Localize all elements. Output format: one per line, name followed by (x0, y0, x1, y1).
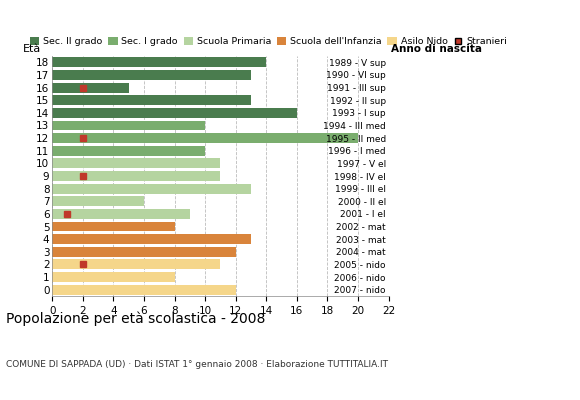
Bar (52, 57, 266, 67)
Bar (52, 158, 220, 168)
Bar (52, 171, 220, 181)
Bar (52, 83, 129, 92)
Bar (52, 70, 251, 80)
Bar (52, 247, 235, 257)
Bar (52, 95, 251, 105)
Bar (52, 146, 205, 156)
Text: Età: Età (23, 44, 41, 54)
Bar (52, 260, 220, 269)
Bar (52, 108, 297, 118)
Bar (52, 285, 235, 295)
Bar (52, 209, 190, 219)
Bar (52, 133, 358, 143)
Bar (52, 120, 205, 130)
Bar (52, 272, 175, 282)
Text: Popolazione per età scolastica - 2008: Popolazione per età scolastica - 2008 (6, 312, 265, 326)
Text: COMUNE DI SAPPADA (UD) · Dati ISTAT 1° gennaio 2008 · Elaborazione TUTTITALIA.IT: COMUNE DI SAPPADA (UD) · Dati ISTAT 1° g… (6, 360, 388, 369)
Bar (52, 196, 144, 206)
Bar (52, 222, 175, 232)
Bar (52, 234, 251, 244)
Bar (52, 184, 251, 194)
Text: Anno di nascita: Anno di nascita (392, 44, 483, 54)
Legend: Sec. II grado, Sec. I grado, Scuola Primaria, Scuola dell'Infanzia, Asilo Nido, : Sec. II grado, Sec. I grado, Scuola Prim… (30, 37, 507, 46)
